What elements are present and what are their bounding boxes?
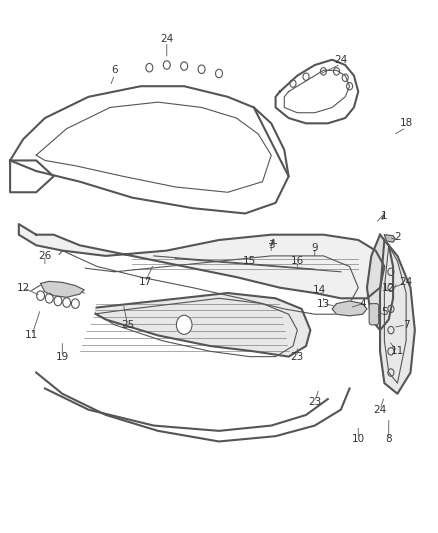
Text: 14: 14 <box>312 285 326 295</box>
Text: 24: 24 <box>399 277 413 287</box>
Text: 24: 24 <box>374 405 387 415</box>
Text: 16: 16 <box>291 256 304 266</box>
Polygon shape <box>332 301 367 316</box>
Polygon shape <box>380 240 415 394</box>
Text: 13: 13 <box>317 298 330 309</box>
FancyBboxPatch shape <box>369 304 379 325</box>
Text: 17: 17 <box>138 277 152 287</box>
Text: 9: 9 <box>311 243 318 253</box>
Text: 12: 12 <box>382 282 396 293</box>
Polygon shape <box>41 281 84 297</box>
Text: 10: 10 <box>352 434 365 444</box>
Text: 24: 24 <box>160 34 173 44</box>
Circle shape <box>177 316 192 334</box>
Text: 8: 8 <box>385 434 392 444</box>
Text: 26: 26 <box>38 251 52 261</box>
Text: 18: 18 <box>399 118 413 128</box>
Circle shape <box>21 256 95 346</box>
Text: 11: 11 <box>25 330 39 341</box>
Text: 4: 4 <box>359 298 366 309</box>
Polygon shape <box>53 293 311 357</box>
Text: 5: 5 <box>381 306 388 317</box>
Text: 7: 7 <box>403 320 410 330</box>
Text: 15: 15 <box>243 256 256 266</box>
Text: 23: 23 <box>308 397 321 407</box>
Text: 1: 1 <box>381 211 388 221</box>
Text: 25: 25 <box>121 320 134 330</box>
Text: 23: 23 <box>291 352 304 361</box>
Text: 19: 19 <box>56 352 69 361</box>
Text: 12: 12 <box>17 282 30 293</box>
Text: 24: 24 <box>334 55 347 64</box>
Text: 11: 11 <box>391 346 404 357</box>
Text: 3: 3 <box>268 240 275 251</box>
Text: 6: 6 <box>111 66 118 75</box>
Polygon shape <box>385 235 395 242</box>
Text: 2: 2 <box>394 232 401 243</box>
Polygon shape <box>19 224 385 298</box>
Polygon shape <box>367 235 393 330</box>
